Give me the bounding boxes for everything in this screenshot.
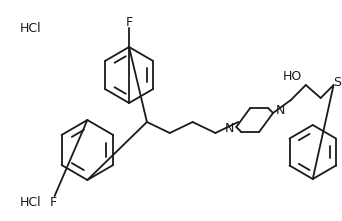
Text: F: F [50,196,57,208]
Text: N: N [275,105,285,118]
Text: HO: HO [282,70,302,84]
Text: HCl: HCl [20,196,41,209]
Text: HCl: HCl [20,22,41,35]
Text: N: N [225,122,234,135]
Text: S: S [333,76,342,88]
Text: F: F [126,15,133,29]
